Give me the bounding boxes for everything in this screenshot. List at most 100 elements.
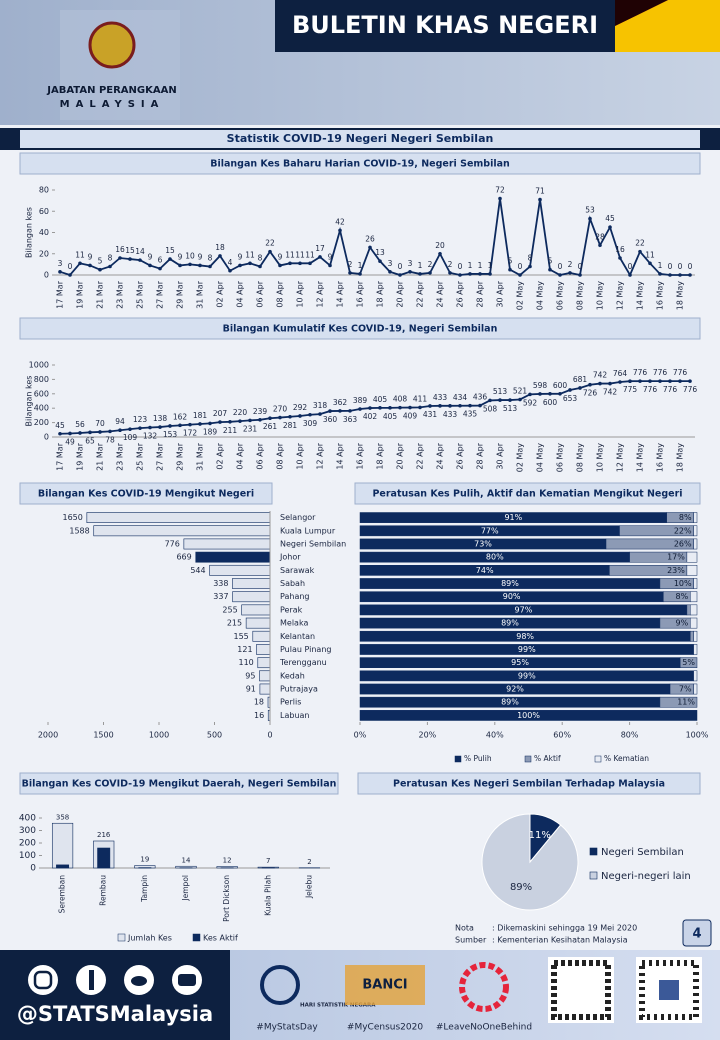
data-label: 189	[203, 427, 218, 436]
data-label: 22	[635, 239, 645, 248]
x-tick-label: 19 Mar	[76, 280, 85, 309]
data-label: 56	[75, 420, 85, 429]
x-tick-label: 14 Apr	[336, 442, 345, 469]
data-label: 764	[613, 369, 628, 378]
bar-segment	[693, 670, 698, 682]
y-tick-label: 600	[34, 389, 49, 398]
marker	[408, 270, 412, 274]
x-tick-label: Tampin	[140, 875, 149, 903]
category-label: Perak	[280, 605, 303, 614]
data-label: 776	[633, 368, 648, 377]
data-label: 358	[56, 813, 69, 821]
bar	[257, 657, 271, 669]
data-label: 544	[190, 566, 205, 575]
category-label: Melaka	[280, 619, 308, 628]
y-tick-label: 80	[39, 186, 49, 195]
data-label: 207	[213, 409, 228, 418]
marker	[338, 409, 342, 413]
marker	[288, 414, 292, 419]
y-tick-label: 60	[39, 207, 49, 216]
chart-title-bar	[354, 482, 701, 505]
bar	[183, 538, 271, 550]
y-tick-label: 20	[39, 249, 49, 258]
marker	[218, 420, 222, 424]
icon-instagram[interactable]	[28, 965, 58, 995]
bar-segment	[693, 538, 698, 550]
marker	[258, 264, 262, 269]
data-label: 776	[653, 368, 668, 377]
data-label: 600	[553, 381, 568, 390]
marker	[278, 415, 282, 420]
marker	[488, 272, 492, 276]
data-label: 45	[605, 214, 615, 223]
data-label: 49	[65, 437, 75, 446]
x-tick-label: 28 Apr	[476, 280, 485, 307]
data-label: 6	[158, 256, 163, 265]
data-label: 318	[313, 401, 328, 410]
marker	[358, 272, 362, 276]
qr-code[interactable]	[548, 957, 614, 1023]
x-tick-label: 80%	[621, 731, 639, 740]
bar-segment	[686, 565, 698, 576]
data-label: 95	[245, 671, 255, 680]
marker	[268, 416, 272, 421]
hashtag: #MyStatsDay	[256, 1023, 318, 1033]
data-label: 9	[178, 252, 183, 261]
marker	[368, 406, 372, 410]
y-tick-label: 300	[19, 826, 36, 836]
data-label: 22%	[674, 526, 692, 535]
chart-title-bar	[19, 152, 701, 175]
y-axis-label: Bilangan kes	[25, 207, 34, 258]
data-label: 110	[239, 658, 254, 667]
data-label: 9	[148, 252, 153, 261]
marker	[638, 379, 642, 383]
marker	[258, 417, 262, 422]
bar-segment	[690, 591, 698, 603]
x-tick-label: 29 Mar	[176, 442, 185, 471]
marker	[198, 422, 202, 426]
category-label: Putrajaya	[280, 685, 318, 694]
x-tick-label: 20%	[419, 731, 437, 740]
data-label: 8%	[676, 592, 689, 601]
data-label: 45	[55, 421, 65, 430]
marker	[418, 272, 422, 276]
icon-glyph	[89, 970, 94, 990]
legend-label: Negeri-negeri lain	[601, 871, 691, 882]
data-label: 0	[578, 262, 583, 271]
source-text: : Kementerian Kesihatan Malaysia	[492, 936, 628, 945]
x-tick-label: 02 May	[516, 443, 525, 473]
data-label: 742	[593, 371, 608, 380]
marker	[308, 261, 312, 266]
data-label: 2	[307, 858, 311, 866]
x-tick-label: 30 Apr	[496, 280, 505, 307]
x-tick-label: 25 Mar	[136, 280, 145, 309]
y-tick-label: 100	[19, 851, 36, 861]
marker	[468, 403, 472, 408]
marker	[368, 245, 372, 250]
x-tick-label: 10 May	[596, 443, 605, 473]
data-label: 776	[165, 539, 180, 548]
qr-pattern	[551, 960, 611, 1020]
data-label: 26	[365, 234, 375, 243]
marker	[378, 259, 382, 263]
x-tick-label: 40%	[486, 731, 504, 740]
data-label: 89%	[501, 698, 519, 707]
marker	[208, 421, 212, 426]
data-label: 3	[388, 259, 393, 268]
x-tick-label: 17 Mar	[56, 442, 65, 471]
data-label: 94	[115, 417, 125, 426]
data-label: 231	[243, 424, 258, 433]
x-tick-label: 04 Apr	[236, 442, 245, 469]
marker	[98, 430, 102, 434]
category-label: Pahang	[280, 592, 310, 601]
data-label: 17	[315, 244, 325, 253]
data-label: 10%	[674, 579, 692, 588]
data-label: 776	[683, 385, 698, 394]
bar	[259, 683, 271, 695]
x-tick-label: 100%	[686, 731, 709, 740]
marker	[108, 429, 112, 434]
data-label: 11%	[677, 698, 695, 707]
x-tick-label: 16 May	[656, 443, 665, 473]
marker	[528, 264, 532, 269]
marker	[188, 262, 192, 267]
